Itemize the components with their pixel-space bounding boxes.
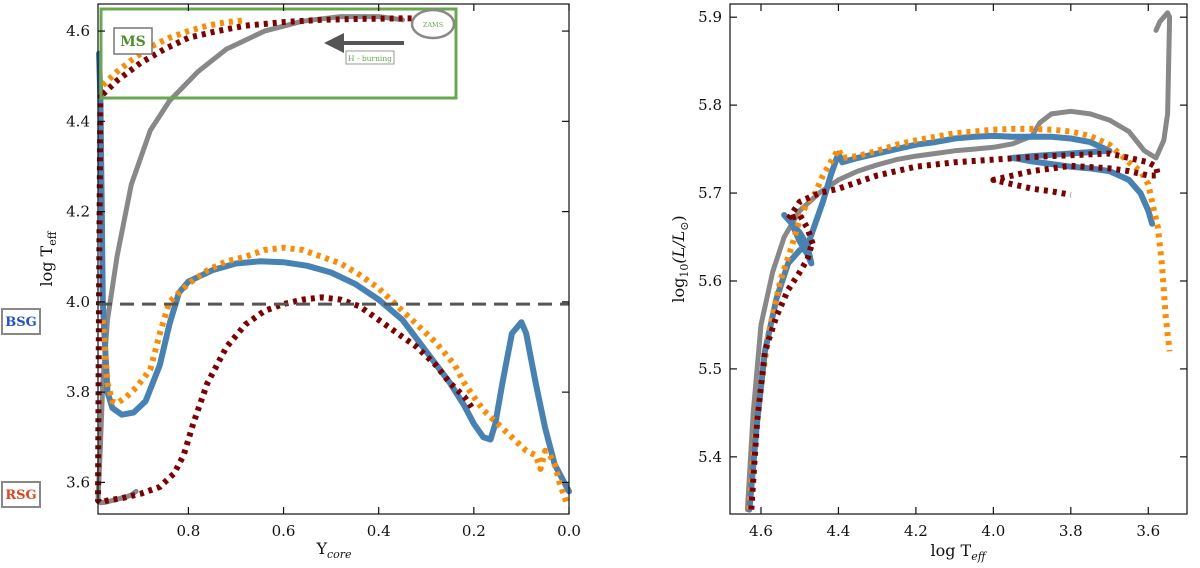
bsg-label-box <box>1 308 41 335</box>
ms-label-box <box>113 27 153 55</box>
right-series-blue <box>746 132 1156 513</box>
x-tick-label: 4.4 <box>827 522 851 540</box>
y-tick-label: 5.9 <box>698 8 722 26</box>
y-tick-label: 3.8 <box>66 383 90 401</box>
y-tick-label: 5.5 <box>698 360 722 378</box>
x-tick-label: 4.0 <box>981 522 1005 540</box>
zams-ellipse <box>410 8 456 40</box>
y-tick-label: 3.6 <box>66 473 90 491</box>
right-ticks: 4.6 4.4 4.2 4.0 3.8 3.6 5.4 5.5 5.6 5.7 5.8 5.9 <box>698 4 1187 540</box>
right-panel: 4.6 4.4 4.2 4.0 3.8 3.6 5.4 5.5 5.6 5.7 5.8 5.9 log… <box>669 3 1188 563</box>
left-axes-frame <box>97 3 570 515</box>
x-tick-label: 0.8 <box>176 522 200 540</box>
left-series-gray <box>95 14 405 506</box>
h-burning-label-box <box>345 50 395 65</box>
y-tick-label: 4.4 <box>66 112 90 130</box>
right-axes-frame <box>729 3 1188 515</box>
left-series-group <box>95 14 572 506</box>
left-series-darkred-ms <box>100 15 417 97</box>
rsg-label: RSG <box>5 488 36 503</box>
left-series-darkred <box>95 94 477 506</box>
bsg-label: BSG <box>5 315 36 330</box>
left-panel: MS ZAMS H - burning 0.8 0.6 0.4 0.2 0.0 3.6 3.… <box>1 3 581 561</box>
y-tick-label: 4.0 <box>66 293 90 311</box>
right-y-axis-label: log10(L/L⊙) <box>669 215 691 302</box>
x-tick-label: 0.6 <box>272 522 296 540</box>
right-series-darkred <box>748 150 1161 510</box>
right-x-axis-label: log Teff <box>930 541 987 563</box>
left-ticks: 0.8 0.6 0.4 0.2 0.0 3.6 3.8 4.0 4.2 4.4 4.6 <box>66 4 581 540</box>
x-tick-label: 0.0 <box>557 522 581 540</box>
h-burning-label: H - burning <box>348 54 392 63</box>
y-tick-label: 4.6 <box>66 22 90 40</box>
y-tick-label: 5.4 <box>698 448 722 466</box>
left-series-orange <box>99 244 570 504</box>
h-burning-arrow-head <box>324 33 344 53</box>
x-tick-label: 4.6 <box>749 522 773 540</box>
x-tick-label: 3.6 <box>1136 522 1160 540</box>
left-y-axis-label: log Teff <box>37 230 59 286</box>
ms-region-box <box>99 7 458 100</box>
x-tick-label: 3.8 <box>1059 522 1083 540</box>
rsg-label-box <box>1 481 41 508</box>
right-series-orange <box>746 125 1173 510</box>
x-tick-label: 0.4 <box>367 522 391 540</box>
x-tick-label: 0.2 <box>462 522 486 540</box>
zams-label: ZAMS <box>423 21 443 29</box>
x-tick-label: 4.2 <box>904 522 928 540</box>
ms-label: MS <box>120 34 146 50</box>
y-tick-label: 5.7 <box>698 184 722 202</box>
left-x-axis-label: Ycore <box>315 539 352 561</box>
y-tick-label: 4.2 <box>66 203 90 221</box>
y-tick-label: 5.8 <box>698 96 722 114</box>
y-tick-label: 5.6 <box>698 272 722 290</box>
right-series-group <box>744 10 1173 513</box>
left-series-blue <box>96 50 572 495</box>
right-series-blue-loop <box>781 212 815 267</box>
